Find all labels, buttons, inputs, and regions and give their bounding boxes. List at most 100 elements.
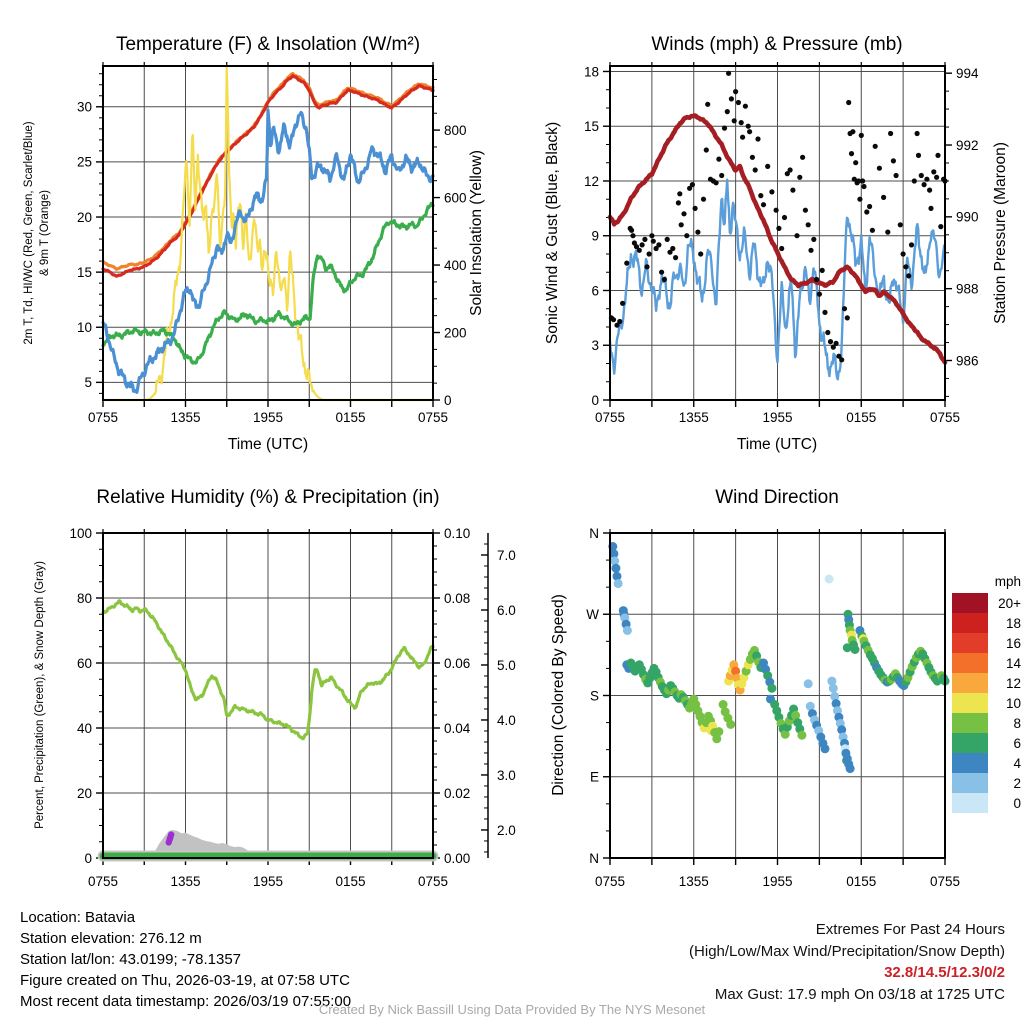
svg-text:1355: 1355	[170, 410, 200, 425]
svg-text:1955: 1955	[253, 410, 283, 425]
temperature-chart-title: Temperature (F) & Insolation (W/m²)	[116, 34, 420, 55]
svg-text:10: 10	[1006, 696, 1021, 711]
svg-text:E: E	[590, 770, 599, 785]
svg-text:800: 800	[444, 123, 467, 138]
svg-text:0: 0	[444, 393, 452, 408]
svg-text:986: 986	[956, 353, 979, 368]
svg-text:4: 4	[1013, 756, 1021, 771]
svg-text:0755: 0755	[930, 874, 960, 889]
svg-text:100: 100	[69, 526, 92, 541]
svg-text:9: 9	[591, 229, 599, 244]
svg-text:0155: 0155	[335, 410, 365, 425]
svg-text:0755: 0755	[88, 410, 118, 425]
station-latlon: Station lat/lon: 43.0199; -78.1357	[20, 951, 242, 968]
svg-text:0.02: 0.02	[444, 786, 470, 801]
svg-text:990: 990	[956, 210, 979, 225]
svg-text:30: 30	[77, 100, 92, 115]
svg-text:0.06: 0.06	[444, 656, 470, 671]
insolation-yaxis-label: Solar Insolation (Yellow)	[468, 150, 485, 316]
direction-yaxis-label: Direction (Colored By Speed)	[550, 594, 567, 796]
wind-direction-chart: 0755 1355 1955 0155 0755 N W S E N 20+ 18 16 14 12 10 8 6…	[586, 526, 1021, 889]
svg-text:3: 3	[591, 338, 599, 353]
colorbar-title: mph	[995, 574, 1021, 589]
svg-text:10: 10	[77, 320, 92, 335]
svg-text:0.00: 0.00	[444, 851, 470, 866]
svg-text:80: 80	[77, 591, 92, 606]
wind-direction-chart-title: Wind Direction	[715, 487, 839, 508]
svg-text:25: 25	[77, 155, 92, 170]
temperature-xaxis-label: Time (UTC)	[228, 436, 308, 453]
svg-text:1355: 1355	[170, 874, 200, 889]
pressure-yaxis-label: Station Pressure (Maroon)	[992, 142, 1009, 324]
svg-text:1955: 1955	[762, 874, 792, 889]
svg-text:8: 8	[1013, 716, 1021, 731]
svg-text:0: 0	[1013, 796, 1021, 811]
svg-text:0.10: 0.10	[444, 526, 470, 541]
credit-line: Created By Nick Bassill Using Data Provi…	[318, 1002, 706, 1017]
svg-text:1355: 1355	[679, 410, 709, 425]
extremes-values: 32.8/14.5/12.3/0/2	[884, 964, 1005, 981]
svg-text:0155: 0155	[846, 410, 876, 425]
svg-text:18: 18	[1006, 616, 1021, 631]
svg-text:14: 14	[1006, 656, 1022, 671]
svg-text:2: 2	[1013, 776, 1021, 791]
station-info-block: Location: Batavia Station elevation: 276…	[20, 907, 351, 1012]
svg-text:16: 16	[1006, 636, 1021, 651]
svg-text:20: 20	[77, 786, 92, 801]
svg-text:0: 0	[84, 851, 92, 866]
svg-text:200: 200	[444, 325, 467, 340]
humidity-precipitation-chart: 0755 1355 1955 0155 0755 0 20 40 60 80 100 0.00 0.02…	[69, 526, 515, 889]
svg-text:W: W	[586, 607, 599, 622]
winds-xaxis-label: Time (UTC)	[737, 436, 817, 453]
svg-text:20+: 20+	[998, 596, 1021, 611]
svg-text:0755: 0755	[595, 410, 625, 425]
data-timestamp: Most recent data timestamp: 2026/03/19 0…	[20, 993, 352, 1010]
winds-pressure-chart: 0755 1355 1955 0155 0755 0 3 6 9 12 15 18 986 988 990 9…	[584, 62, 979, 425]
svg-text:0755: 0755	[930, 410, 960, 425]
humidity-yaxis-label: Percent, Precipitation (Green), & Snow D…	[34, 561, 46, 829]
svg-text:6: 6	[591, 283, 599, 298]
svg-text:40: 40	[77, 721, 92, 736]
svg-text:7.0: 7.0	[497, 548, 516, 563]
svg-text:6.0: 6.0	[497, 603, 516, 618]
svg-text:0.04: 0.04	[444, 721, 471, 736]
svg-text:1955: 1955	[253, 874, 283, 889]
svg-text:0755: 0755	[418, 874, 448, 889]
extremes-subtitle: (High/Low/Max Wind/Precipitation/Snow De…	[689, 942, 1005, 960]
svg-text:15: 15	[77, 265, 92, 280]
extremes-block: Extremes For Past 24 Hours (High/Low/Max…	[689, 919, 1005, 1005]
svg-text:0755: 0755	[418, 410, 448, 425]
svg-text:S: S	[590, 688, 599, 703]
svg-text:1955: 1955	[762, 410, 792, 425]
temperature-yaxis-label-line1: 2m T, Td, HI/WC (Red, Green, Scarlet/Blu…	[23, 121, 35, 344]
svg-text:12: 12	[1006, 676, 1021, 691]
temperature-insolation-chart: 0755 1355 1955 0155 0755 5 10 15 20 25 30 0 200 400 60…	[77, 62, 467, 425]
svg-text:6: 6	[1013, 736, 1021, 751]
svg-text:2.0: 2.0	[497, 823, 516, 838]
svg-text:5: 5	[84, 375, 92, 390]
svg-text:4.0: 4.0	[497, 713, 516, 728]
svg-text:994: 994	[956, 66, 979, 81]
svg-text:992: 992	[956, 138, 979, 153]
svg-text:0755: 0755	[595, 874, 625, 889]
humidity-chart-title: Relative Humidity (%) & Precipitation (i…	[96, 487, 439, 508]
svg-text:0755: 0755	[88, 874, 118, 889]
svg-text:N: N	[589, 851, 599, 866]
svg-text:600: 600	[444, 190, 467, 205]
station-elevation: Station elevation: 276.12 m	[20, 930, 202, 947]
svg-text:20: 20	[77, 210, 92, 225]
svg-text:N: N	[589, 526, 599, 541]
svg-text:0: 0	[591, 393, 599, 408]
svg-text:5.0: 5.0	[497, 658, 516, 673]
svg-text:3.0: 3.0	[497, 768, 516, 783]
station-location: Location: Batavia	[20, 909, 136, 926]
svg-text:0155: 0155	[335, 874, 365, 889]
svg-text:12: 12	[584, 174, 599, 189]
svg-text:400: 400	[444, 258, 467, 273]
svg-text:15: 15	[584, 119, 599, 134]
winds-chart-title: Winds (mph) & Pressure (mb)	[651, 34, 902, 55]
svg-text:0.08: 0.08	[444, 591, 470, 606]
temperature-yaxis-label-line2: & 9m T (Orange)	[39, 190, 51, 276]
